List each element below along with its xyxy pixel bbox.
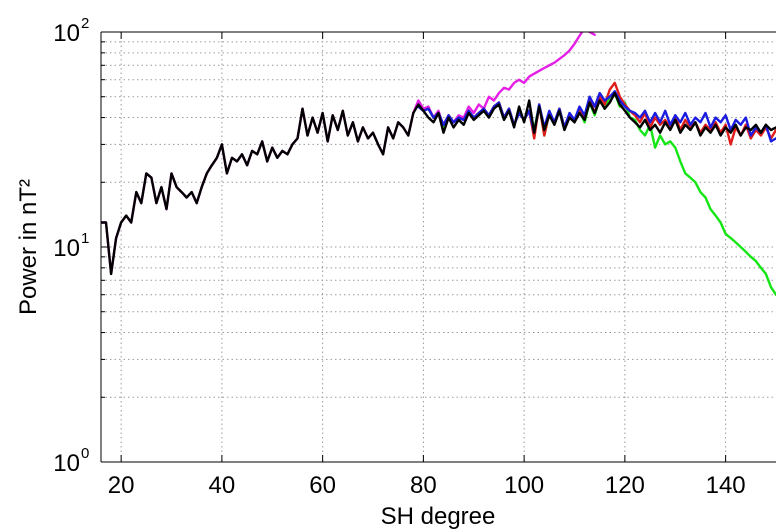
y-axis-label: Power in nT²	[15, 179, 42, 315]
x-axis-label: SH degree	[381, 503, 496, 530]
y-tick-base: 10	[53, 235, 80, 262]
y-tick-label: 10	[53, 235, 80, 262]
x-tick-label: 120	[605, 472, 645, 499]
x-tick-labels: 20 40 60 80 100 120 140	[108, 472, 746, 499]
y-tick-exponent: 2	[81, 15, 89, 32]
y-tick-exponent: 1	[81, 230, 89, 247]
series-line-4	[417, 90, 776, 143]
ticks	[101, 32, 727, 463]
data-series	[101, 32, 776, 296]
x-tick-label: 80	[410, 472, 437, 499]
y-tick-exponent: 0	[81, 445, 89, 462]
series-line-5	[101, 91, 776, 276]
x-tick-label: 20	[108, 472, 135, 499]
y-tick-label: 10	[53, 450, 80, 477]
x-tick-label: 40	[209, 472, 236, 499]
y-tick-base: 10	[53, 20, 80, 47]
y-tick-label: 10	[53, 20, 80, 47]
y-tick-base: 10	[53, 450, 80, 477]
x-tick-label: 140	[706, 472, 746, 499]
x-tick-label: 100	[504, 472, 544, 499]
x-tick-label: 60	[309, 472, 336, 499]
